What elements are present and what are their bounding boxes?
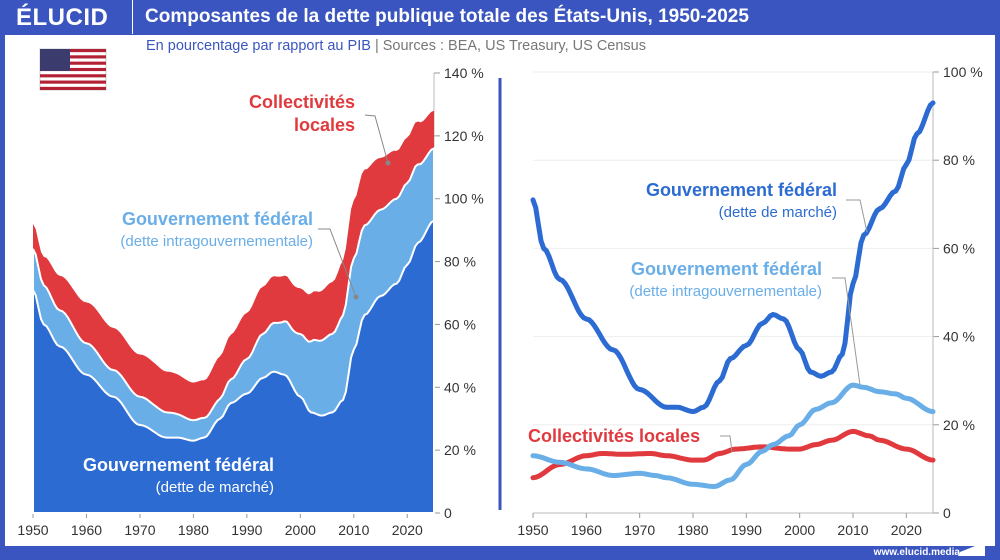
- flag-stripe: [40, 74, 106, 78]
- annotation-dot: [353, 294, 359, 300]
- leader-line: [832, 277, 861, 386]
- series-sublabel: (dette intragouvernementale): [629, 283, 822, 300]
- leader-line: [720, 435, 733, 453]
- x-tick-label: 1990: [231, 522, 262, 538]
- series-sublabel: (dette de marché): [156, 479, 274, 496]
- x-tick-label: 2010: [338, 522, 369, 538]
- elucid-mark-icon: [958, 542, 985, 556]
- y-tick-label: 120 %: [444, 128, 484, 144]
- us-flag-icon: [39, 48, 107, 91]
- y-tick-label: 40 %: [444, 379, 476, 395]
- x-tick-label: 1970: [124, 522, 155, 538]
- series-label: Gouvernement fédéral: [646, 180, 837, 200]
- y-tick-label: 100 %: [444, 191, 484, 207]
- series-sublabel: (dette intragouvernementale): [120, 233, 313, 250]
- elucid-logo: ÉLUCID: [16, 4, 109, 31]
- flag-stripe: [40, 55, 106, 59]
- x-tick-label: 1990: [731, 522, 762, 538]
- x-tick-label: 1960: [71, 522, 102, 538]
- area-market: [32, 218, 435, 514]
- y-tick-label: 0: [943, 505, 951, 521]
- series-label: Collectivités: [249, 92, 355, 112]
- logo-divider: [132, 0, 133, 34]
- y-tick-label: 20 %: [444, 442, 476, 458]
- annotation-dot: [385, 160, 391, 166]
- leader-line: [318, 228, 357, 298]
- x-tick-label: 1980: [178, 522, 209, 538]
- subtitle: En pourcentage par rapport au PIB | Sour…: [146, 38, 646, 54]
- sources-text: Sources : BEA, US Treasury, US Census: [382, 38, 646, 54]
- subtitle-separator: |: [374, 38, 379, 54]
- series-label: Collectivités locales: [528, 426, 700, 446]
- leader-line: [364, 114, 389, 164]
- leader-line: [846, 199, 868, 233]
- flag-stripe: [40, 86, 106, 90]
- unit-text: En pourcentage par rapport au PIB: [146, 38, 371, 54]
- page-title: Composantes de la dette publique totale …: [145, 6, 749, 27]
- flag-stripe: [40, 61, 106, 65]
- series-label: Gouvernement fédéral: [122, 209, 313, 229]
- x-tick-label: 1960: [571, 522, 602, 538]
- x-tick-label: 1970: [624, 522, 655, 538]
- line-intragov: [530, 382, 936, 490]
- series-label: locales: [294, 115, 355, 135]
- x-tick-label: 1980: [677, 522, 708, 538]
- y-tick-label: 40 %: [943, 329, 975, 345]
- y-tick-label: 0: [444, 505, 452, 521]
- series-sublabel: (dette de marché): [719, 204, 837, 221]
- x-tick-label: 2000: [784, 522, 815, 538]
- y-tick-label: 80 %: [943, 152, 975, 168]
- y-tick-label: 80 %: [444, 254, 476, 270]
- x-tick-label: 2020: [891, 522, 922, 538]
- y-tick-label: 60 %: [444, 316, 476, 332]
- y-tick-label: 100 %: [943, 64, 983, 80]
- series-label: Gouvernement fédéral: [83, 455, 274, 475]
- y-tick-label: 60 %: [943, 240, 975, 256]
- x-tick-label: 2020: [392, 522, 423, 538]
- y-tick-label: 20 %: [943, 417, 975, 433]
- x-tick-label: 2010: [837, 522, 868, 538]
- y-tick-label: 140 %: [444, 65, 484, 81]
- flag-stripe: [40, 80, 106, 84]
- x-tick-label: 2000: [285, 522, 316, 538]
- line-local: [530, 428, 936, 481]
- series-label: Gouvernement fédéral: [631, 259, 822, 279]
- x-tick-label: 1950: [517, 522, 548, 538]
- flag-stripe: [40, 67, 106, 72]
- line-market: [530, 100, 936, 415]
- x-tick-label: 1950: [17, 522, 48, 538]
- flag-stripe: [40, 49, 106, 53]
- footer-url: www.elucid.media: [873, 547, 960, 558]
